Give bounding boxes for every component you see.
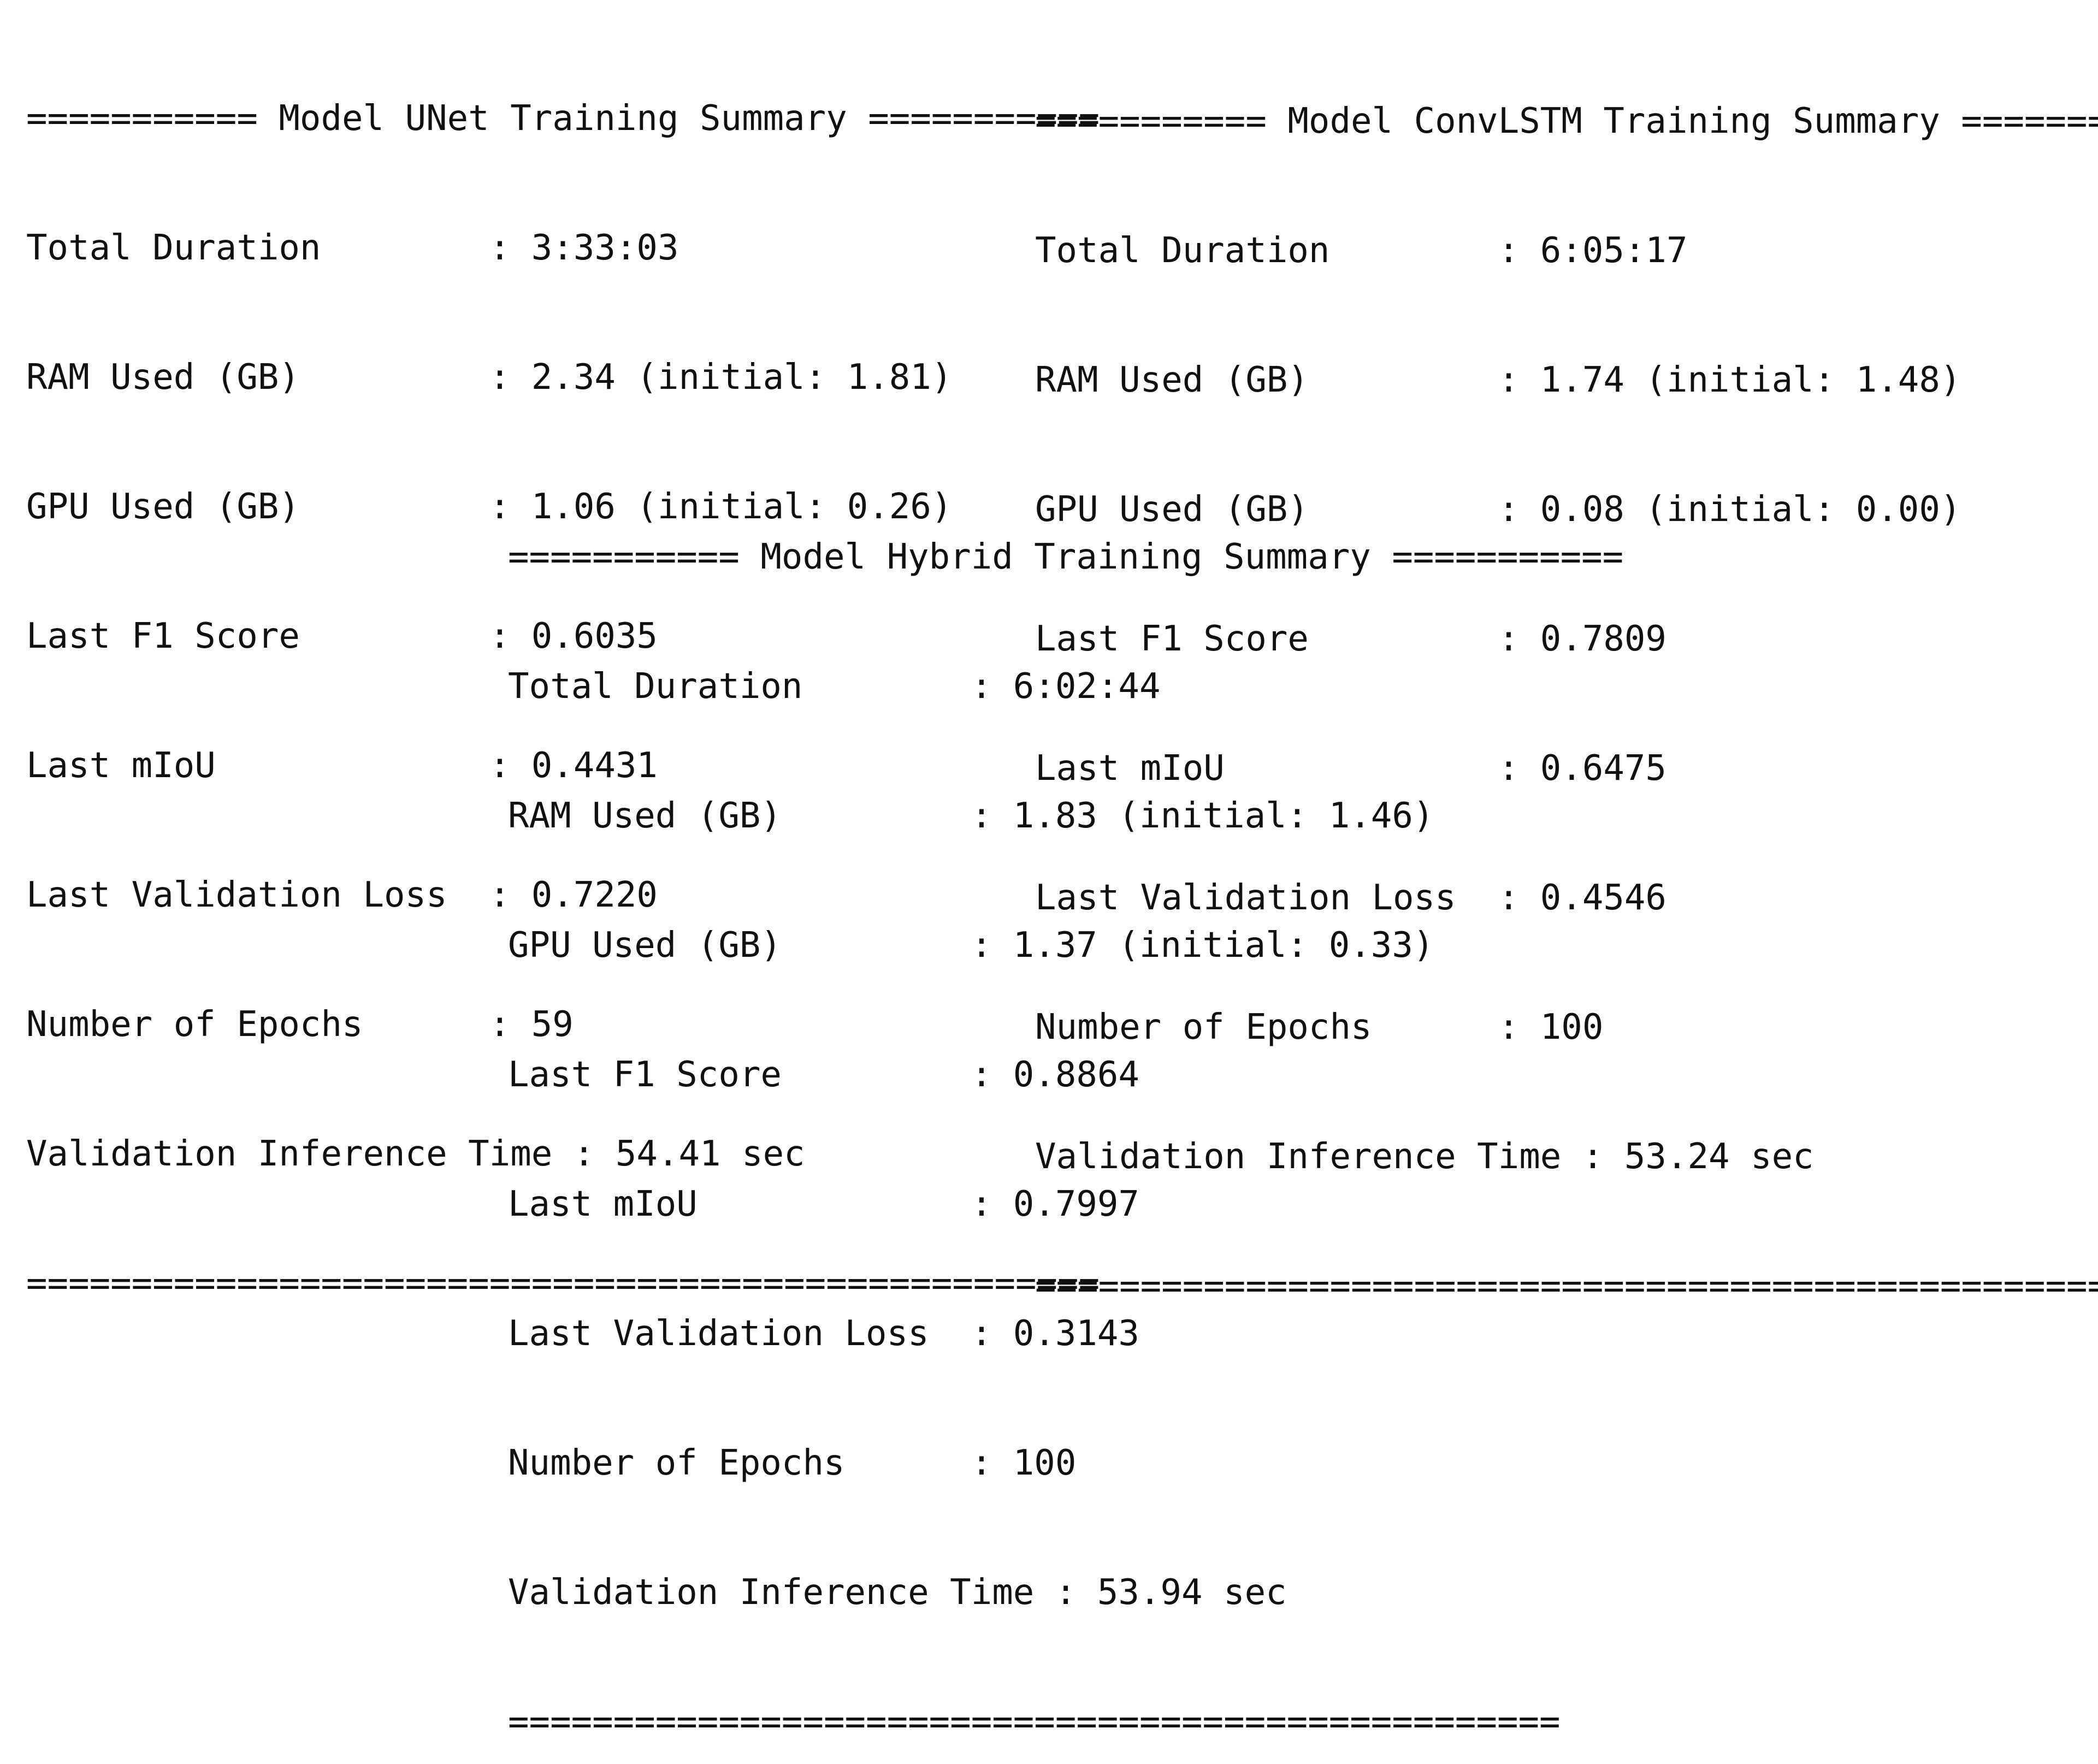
- last-miou-row: Last mIoU : 0.7997: [508, 1184, 1139, 1224]
- total-duration-row: Total Duration : 3:33:03: [26, 228, 679, 268]
- last-miou-row: Last mIoU : 0.4431: [26, 745, 658, 786]
- total-duration-row: Total Duration : 6:02:44: [508, 666, 1161, 707]
- ram-used-row: RAM Used (GB) : 2.34 (initial: 1.81): [26, 357, 953, 398]
- inference-time-row: Validation Inference Time : 53.94 sec: [508, 1572, 1287, 1613]
- last-miou-row: Last mIoU : 0.6475: [1035, 748, 1666, 789]
- summary-header: =========== Model UNet Training Summary …: [26, 98, 1100, 139]
- ram-used-row: RAM Used (GB) : 1.74 (initial: 1.48): [1035, 360, 1961, 400]
- hybrid-training-summary: =========== Model Hybrid Training Summar…: [508, 449, 1623, 1764]
- epochs-row: Number of Epochs : 100: [508, 1443, 1077, 1483]
- gpu-used-row: GPU Used (GB) : 0.08 (initial: 0.00): [1035, 489, 1961, 530]
- last-f1-row: Last F1 Score : 0.8864: [508, 1055, 1139, 1095]
- summary-header: =========== Model Hybrid Training Summar…: [508, 537, 1624, 577]
- ram-used-row: RAM Used (GB) : 1.83 (initial: 1.46): [508, 796, 1434, 836]
- gpu-used-row: GPU Used (GB) : 1.37 (initial: 0.33): [508, 925, 1434, 966]
- last-val-loss-row: Last Validation Loss : 0.3143: [508, 1313, 1139, 1354]
- gpu-used-row: GPU Used (GB) : 1.06 (initial: 0.26): [26, 487, 953, 527]
- summary-footer-rule: ========================================…: [508, 1702, 1561, 1742]
- total-duration-row: Total Duration : 6:05:17: [1035, 230, 1688, 271]
- last-f1-row: Last F1 Score : 0.6035: [26, 616, 658, 656]
- summary-header: =========== Model ConvLSTM Training Summ…: [1035, 101, 2098, 141]
- last-f1-row: Last F1 Score : 0.7809: [1035, 619, 1666, 659]
